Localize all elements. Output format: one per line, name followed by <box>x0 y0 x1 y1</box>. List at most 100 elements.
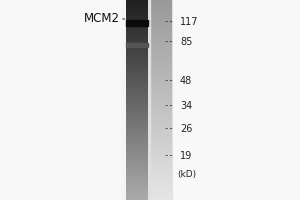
Bar <box>150 193 172 194</box>
Bar <box>126 167 148 168</box>
Bar <box>126 177 148 178</box>
Bar <box>126 8 148 9</box>
Bar <box>150 85 172 86</box>
Bar <box>150 135 172 136</box>
Bar <box>150 80 172 81</box>
Bar <box>126 191 148 192</box>
Text: --: -- <box>164 151 174 160</box>
Bar <box>126 153 148 154</box>
Bar <box>150 84 172 85</box>
Bar <box>150 150 172 151</box>
Bar <box>126 18 148 19</box>
Bar <box>126 136 148 137</box>
Bar <box>126 196 148 197</box>
Bar <box>126 180 148 181</box>
Bar <box>126 189 148 190</box>
Bar <box>126 30 148 31</box>
Bar <box>126 124 148 125</box>
Bar <box>150 68 172 69</box>
Bar <box>126 47 148 48</box>
Bar <box>126 188 148 189</box>
Bar <box>126 66 148 67</box>
Bar <box>126 194 148 195</box>
Bar <box>150 137 172 138</box>
Bar <box>126 70 148 71</box>
Bar <box>126 175 148 176</box>
Bar <box>126 156 148 157</box>
Bar <box>150 148 172 149</box>
Bar <box>126 139 148 140</box>
Bar <box>126 114 148 115</box>
Bar <box>126 195 148 196</box>
Bar <box>150 111 172 112</box>
Bar <box>126 198 148 199</box>
Bar <box>126 57 148 58</box>
Bar <box>126 159 148 160</box>
Bar <box>126 150 148 151</box>
Bar <box>150 126 172 127</box>
Bar <box>126 101 148 102</box>
Bar <box>150 125 172 126</box>
Bar <box>126 25 148 26</box>
Bar <box>150 45 172 46</box>
Bar <box>150 81 172 82</box>
Bar <box>150 23 172 24</box>
Bar <box>126 79 148 80</box>
Bar <box>126 7 148 8</box>
Bar <box>126 88 148 89</box>
Bar <box>126 63 148 64</box>
Bar <box>126 130 148 131</box>
Bar <box>150 64 172 65</box>
Bar <box>150 19 172 20</box>
Bar <box>126 75 148 76</box>
Bar <box>126 98 148 99</box>
Bar <box>126 104 148 105</box>
Bar <box>126 15 148 16</box>
Bar <box>126 119 148 120</box>
Bar <box>150 0 172 1</box>
Bar <box>150 139 172 140</box>
Bar <box>150 124 172 125</box>
Bar <box>150 133 172 134</box>
Bar <box>150 14 172 15</box>
Bar <box>126 80 148 81</box>
Bar <box>126 185 148 186</box>
Bar <box>126 35 148 36</box>
Bar <box>150 177 172 178</box>
Bar <box>150 20 172 21</box>
Bar <box>150 7 172 8</box>
Bar <box>126 103 148 104</box>
Bar <box>150 196 172 197</box>
Bar <box>150 142 172 143</box>
Bar <box>126 122 148 123</box>
Bar <box>126 131 148 132</box>
Bar <box>150 113 172 114</box>
Bar <box>150 31 172 32</box>
Bar <box>126 111 148 112</box>
Bar <box>126 32 148 33</box>
Bar <box>126 97 148 98</box>
Bar <box>150 60 172 61</box>
Bar <box>126 33 148 34</box>
Bar <box>150 195 172 196</box>
Bar <box>150 95 172 96</box>
Bar <box>126 42 148 43</box>
Bar <box>150 51 172 52</box>
Bar <box>126 27 148 28</box>
Bar <box>150 179 172 180</box>
Bar <box>150 87 172 88</box>
Bar <box>126 146 148 147</box>
Bar <box>150 67 172 68</box>
Bar <box>126 5 148 6</box>
Bar <box>150 75 172 76</box>
Bar <box>126 90 148 91</box>
Bar <box>126 85 148 86</box>
Bar <box>150 160 172 161</box>
Bar <box>150 59 172 60</box>
Bar <box>126 109 148 110</box>
Bar <box>150 46 172 47</box>
Bar <box>126 61 148 62</box>
Bar <box>126 43 148 47</box>
Bar <box>150 147 172 148</box>
Bar <box>150 53 172 54</box>
